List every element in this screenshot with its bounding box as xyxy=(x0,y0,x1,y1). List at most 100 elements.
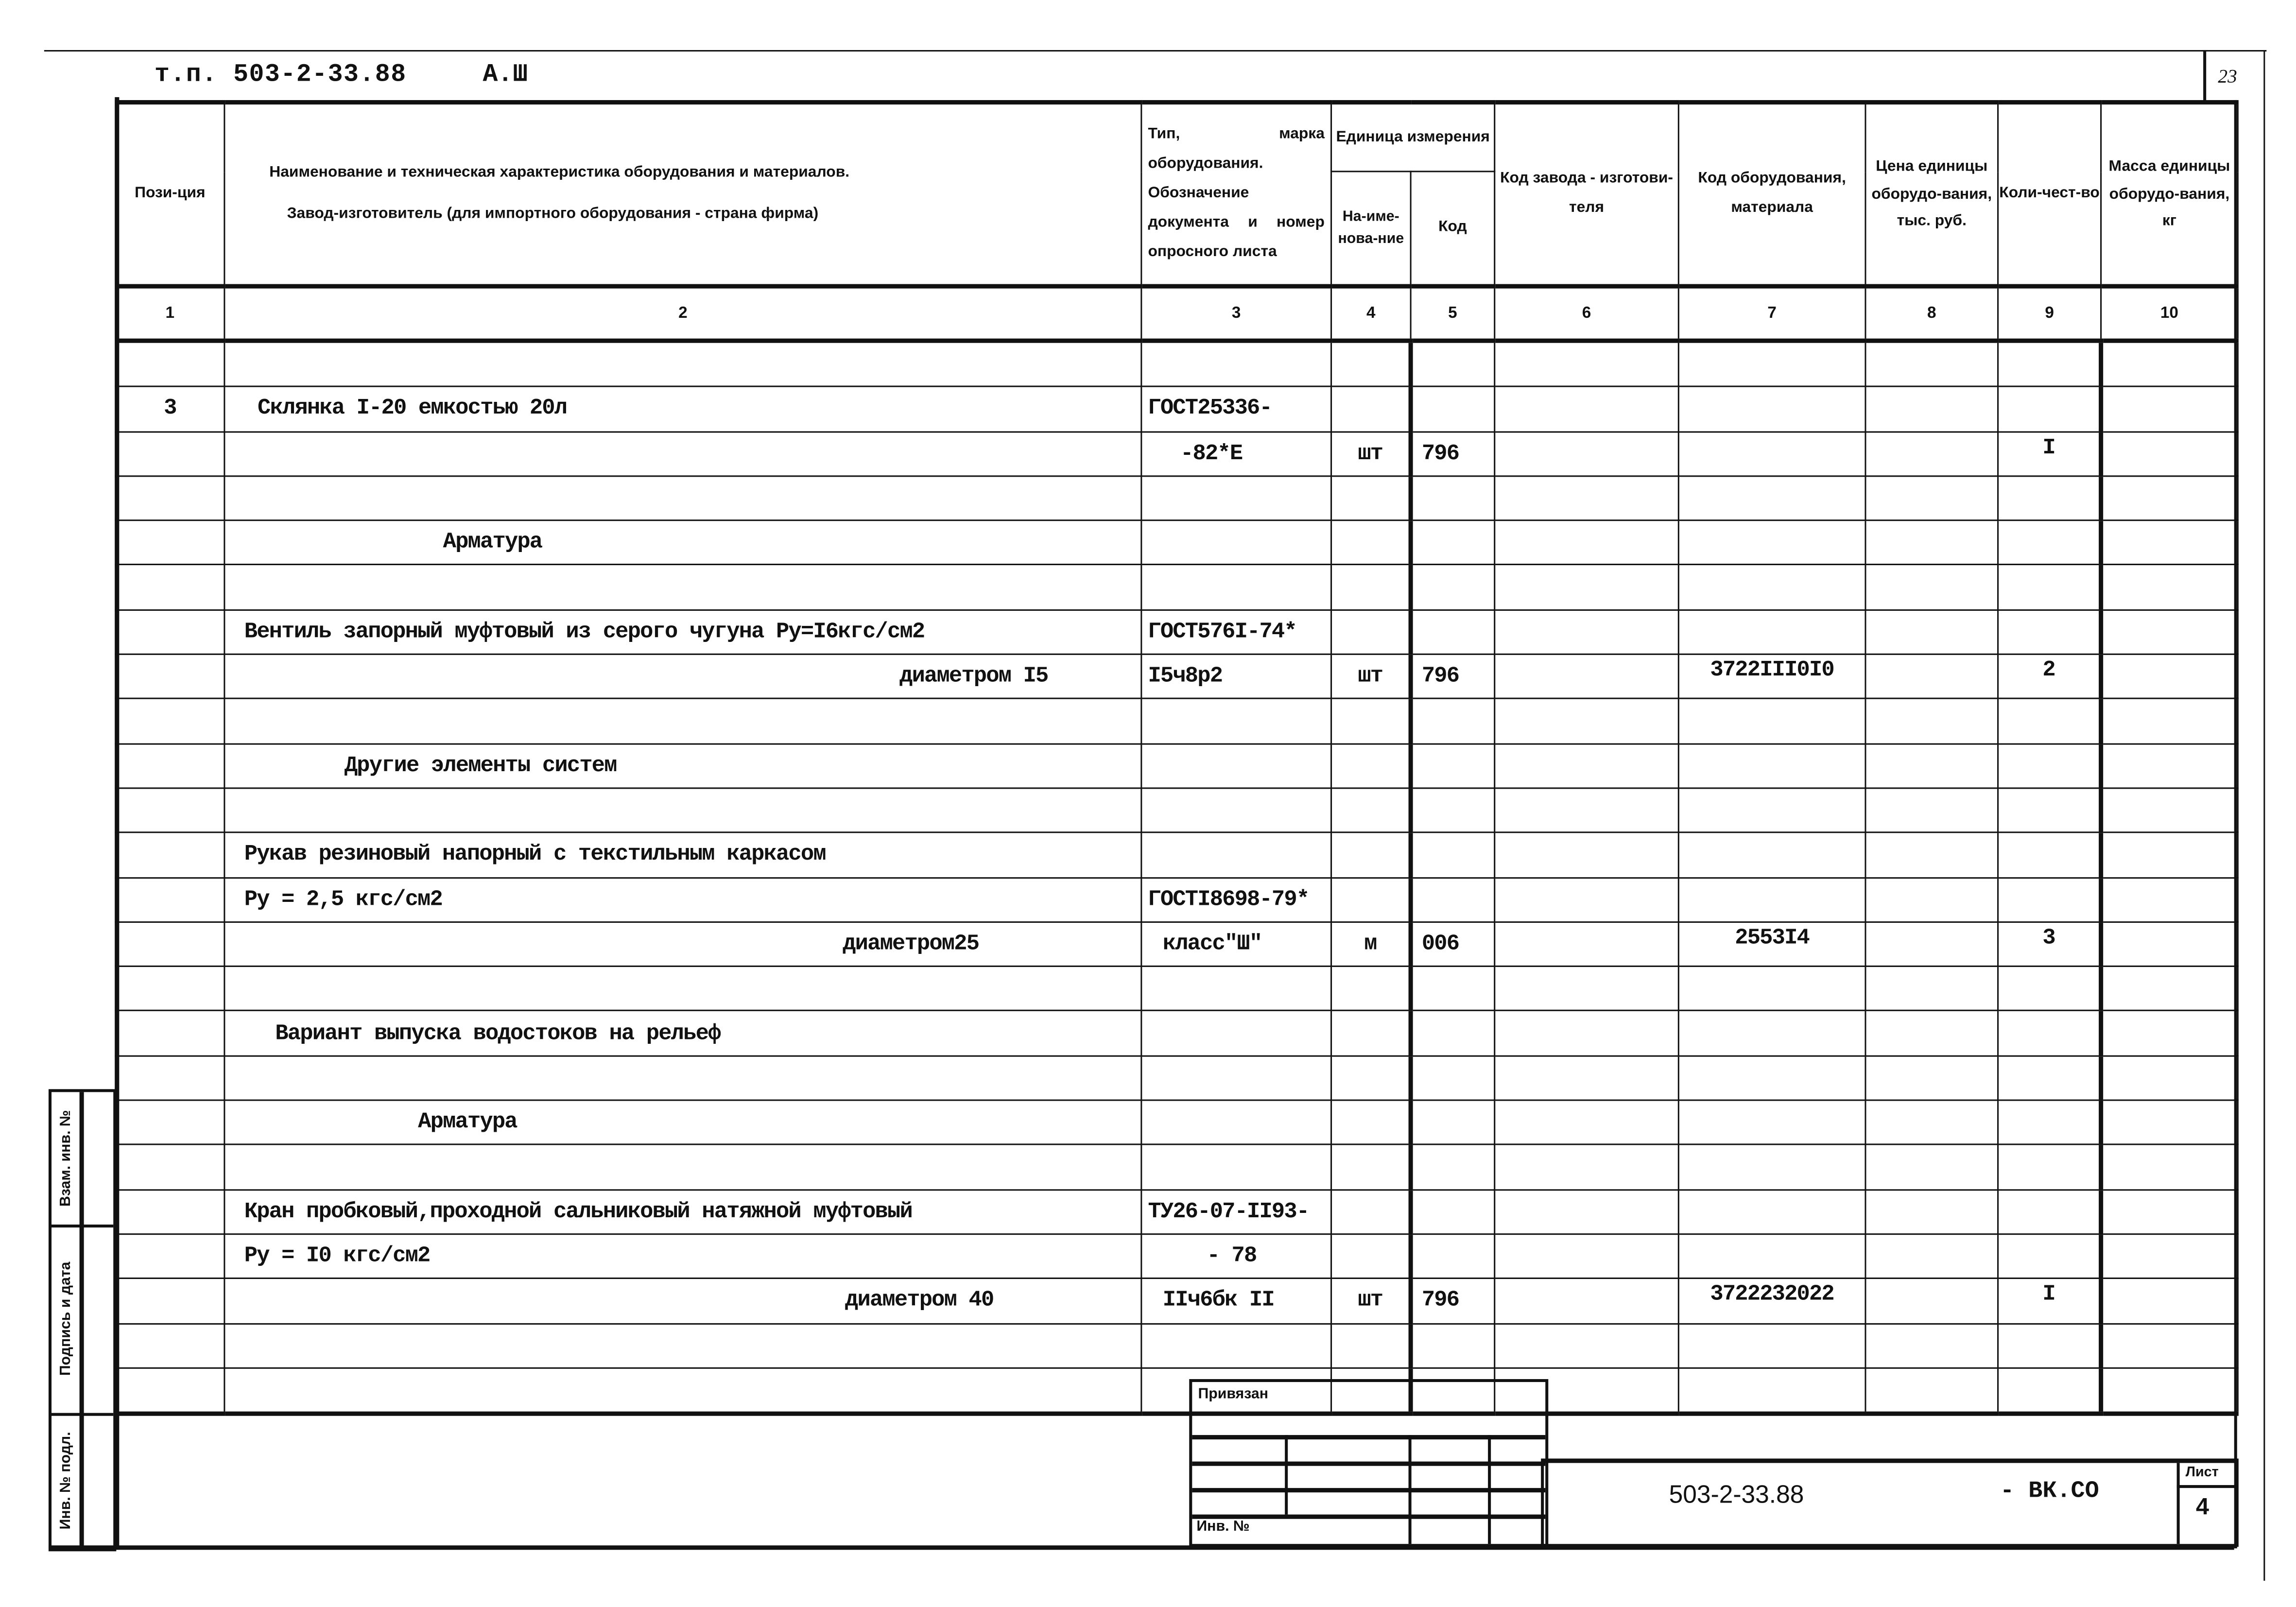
cell-unit-code: 796 xyxy=(1408,654,1496,700)
binding-block: Привязан Инв. № xyxy=(1189,1379,1549,1547)
cell-unit-price xyxy=(1864,386,1999,432)
cell-unit-mass xyxy=(2099,519,2239,566)
cell-unit-code xyxy=(1408,1233,1496,1279)
cell-equipment-code xyxy=(1677,1233,1866,1279)
cell-unit-price xyxy=(1864,1322,1999,1369)
cell-unit-mass xyxy=(2099,609,2239,656)
header-equipment-code: Код оборудования, материала xyxy=(1677,100,1866,287)
cell-unit-name xyxy=(1330,340,1412,388)
table-row xyxy=(115,966,2239,1012)
cell-doc-type xyxy=(1140,1010,1332,1056)
cell-name xyxy=(224,431,1142,477)
cell-factory-code xyxy=(1494,698,1679,744)
table-row: Ру = I0 кгс/см2- 78 xyxy=(115,1233,2239,1279)
cell-doc-type xyxy=(1140,1054,1332,1101)
cell-unit-code xyxy=(1408,475,1496,521)
column-number: 7 xyxy=(1677,284,1866,343)
cell-factory-code xyxy=(1494,1367,1679,1417)
cell-equipment-code xyxy=(1677,832,1866,878)
cell-unit-code: 006 xyxy=(1408,921,1496,968)
cell-unit-name xyxy=(1330,1099,1412,1146)
header-unit-mass: Масса единицы оборудо-вания, кг xyxy=(2100,100,2239,287)
cell-unit-code xyxy=(1408,743,1496,789)
stamp-replaced-inv-label: Взам. инв. № xyxy=(57,1110,74,1207)
cell-doc-type: IIч6бк II xyxy=(1140,1278,1332,1324)
cell-equipment-code xyxy=(1677,1099,1866,1146)
bound-label: Привязан xyxy=(1198,1386,1269,1403)
table-row: Ру = 2,5 кгс/см2 ГОСТI8698-79* xyxy=(115,876,2239,923)
cell-doc-type xyxy=(1140,1322,1332,1369)
cell-unit-code xyxy=(1408,787,1496,834)
cell-name: диаметром 40 xyxy=(224,1278,1142,1324)
cell-doc-type: - 78 xyxy=(1140,1233,1332,1279)
cell-quantity: I xyxy=(1997,431,2102,477)
cell-unit-price xyxy=(1864,519,1999,566)
cell-position xyxy=(115,1189,225,1235)
header-manufacturer-note: Завод-изготовитель (для импортного обору… xyxy=(287,205,819,223)
cell-equipment-code xyxy=(1677,876,1866,923)
cell-quantity: 3 xyxy=(1997,921,2102,968)
cell-unit-name xyxy=(1330,1189,1412,1235)
cell-equipment-code xyxy=(1677,743,1866,789)
cell-factory-code xyxy=(1494,1233,1679,1279)
cell-factory-code xyxy=(1494,431,1679,477)
cell-unit-mass xyxy=(2099,1233,2239,1279)
cell-unit-price xyxy=(1864,1054,1999,1101)
table-row: Рукав резиновый напорный с текстильным к… xyxy=(115,832,2239,878)
cell-name xyxy=(224,1054,1142,1101)
cell-name xyxy=(224,564,1142,611)
cell-name xyxy=(224,1144,1142,1191)
cell-doc-type: ГОСТ576I-74* xyxy=(1140,609,1332,656)
cell-unit-mass xyxy=(2099,787,2239,834)
cell-quantity: I xyxy=(1997,1278,2102,1324)
cell-unit-mass xyxy=(2099,1010,2239,1056)
cell-doc-type xyxy=(1140,966,1332,1012)
cell-unit-mass xyxy=(2099,1189,2239,1235)
cell-equipment-code xyxy=(1677,386,1866,432)
cell-factory-code xyxy=(1494,386,1679,432)
cell-unit-price xyxy=(1864,1233,1999,1279)
cell-doc-type xyxy=(1140,743,1332,789)
header-name-text: Наименование и техническая характеристик… xyxy=(269,163,850,181)
cell-unit-mass xyxy=(2099,475,2239,521)
table-row xyxy=(115,564,2239,611)
cell-unit-price xyxy=(1864,1010,1999,1056)
table-row: Арматура xyxy=(115,519,2239,566)
cell-unit-code xyxy=(1408,1322,1496,1369)
cell-doc-type xyxy=(1140,564,1332,611)
binding-divider xyxy=(1192,1435,1546,1440)
table-row xyxy=(115,1367,2239,1417)
cell-equipment-code xyxy=(1677,698,1866,744)
cell-quantity: 2 xyxy=(1997,654,2102,700)
cell-unit-code xyxy=(1408,386,1496,432)
cell-quantity xyxy=(1997,1189,2102,1235)
cell-unit-code xyxy=(1408,832,1496,878)
column-number: 10 xyxy=(2100,284,2239,343)
page-number: 23 xyxy=(2218,65,2237,87)
cell-unit-mass xyxy=(2099,564,2239,611)
cell-name: Арматура xyxy=(224,1099,1142,1146)
cell-factory-code xyxy=(1494,787,1679,834)
cell-doc-type xyxy=(1140,475,1332,521)
column-number: 8 xyxy=(1864,284,1999,343)
cell-factory-code xyxy=(1494,832,1679,878)
cell-unit-code xyxy=(1408,1144,1496,1191)
cell-unit-code xyxy=(1408,519,1496,566)
cell-factory-code xyxy=(1494,654,1679,700)
cell-factory-code xyxy=(1494,475,1679,521)
cell-unit-name xyxy=(1330,1054,1412,1101)
cell-unit-price xyxy=(1864,787,1999,834)
cell-unit-name: шт xyxy=(1330,431,1412,477)
cell-unit-price xyxy=(1864,564,1999,611)
cell-unit-name xyxy=(1330,564,1412,611)
cell-unit-name: шт xyxy=(1330,654,1412,700)
column-number: 6 xyxy=(1494,284,1679,343)
table-row: диаметром25 класс"Ш" м 006 2553I4 3 xyxy=(115,921,2239,968)
cell-position xyxy=(115,609,225,656)
cell-name: Другие элементы систем xyxy=(224,743,1142,789)
cell-name: диаметром I5 xyxy=(224,654,1142,700)
cell-unit-price xyxy=(1864,609,1999,656)
cell-unit-name: м xyxy=(1330,921,1412,968)
cell-name: Склянка I-20 емкостью 20л xyxy=(224,386,1142,432)
cell-unit-name xyxy=(1330,386,1412,432)
